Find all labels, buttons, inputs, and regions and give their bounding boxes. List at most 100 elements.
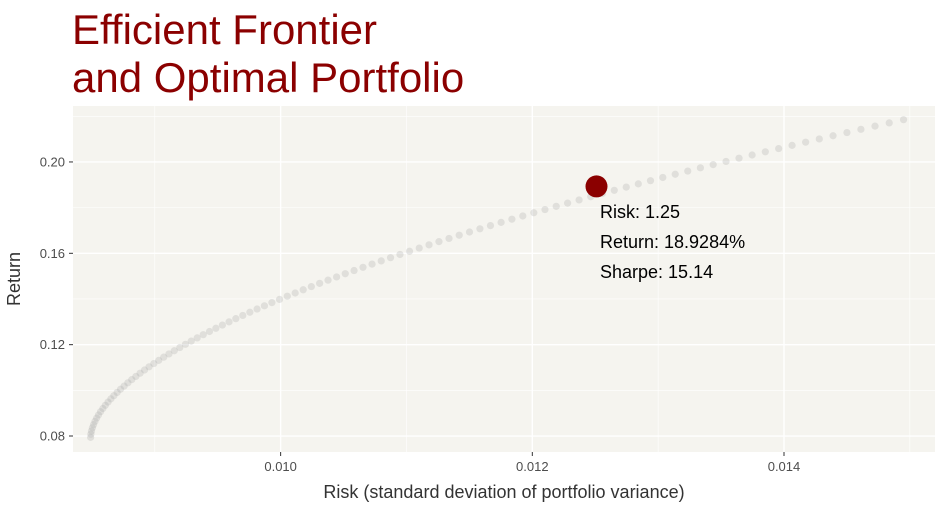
frontier-point: [99, 404, 107, 413]
frontier-point: [659, 173, 667, 182]
x-axis-ticks: 0.010 0.012 0.014: [264, 452, 800, 474]
frontier-point: [155, 356, 163, 364]
frontier-point: [253, 305, 261, 313]
frontier-point: [815, 135, 823, 143]
x-tick-label: 0.014: [768, 459, 801, 474]
frontier-point: [170, 347, 178, 355]
frontier-point: [96, 408, 105, 416]
frontier-point: [87, 430, 95, 438]
frontier-point: [696, 164, 705, 172]
frontier-point: [350, 266, 358, 275]
y-tick-label: 0.08: [40, 429, 65, 444]
frontier-point: [508, 215, 516, 223]
frontier-point: [91, 417, 99, 425]
frontier-point: [332, 273, 341, 281]
plot-panel: [73, 106, 935, 452]
frontier-point: [368, 260, 376, 268]
x-axis-title: Risk (standard deviation of portfolio va…: [323, 482, 684, 502]
frontier-point: [396, 250, 404, 259]
frontier-point: [802, 138, 810, 146]
frontier-point: [486, 221, 495, 230]
frontier-point: [541, 205, 549, 214]
frontier-point: [405, 247, 414, 255]
frontier-point: [275, 295, 284, 304]
optimal-portfolio-point: [585, 175, 608, 198]
frontier-point: [205, 327, 214, 336]
frontier-point: [94, 411, 103, 419]
y-tick-label: 0.12: [40, 337, 65, 352]
y-axis-title: Return: [4, 252, 24, 306]
frontier-point: [160, 353, 168, 361]
frontier-point: [124, 379, 132, 387]
frontier-point: [497, 218, 505, 226]
x-tick-label: 0.012: [516, 459, 549, 474]
frontier-point: [199, 331, 207, 339]
frontier-point: [193, 334, 201, 342]
frontier-point: [176, 343, 184, 352]
frontier-point: [735, 154, 743, 162]
frontier-point: [761, 148, 769, 156]
y-axis-ticks: 0.08 0.12 0.16 0.20: [40, 154, 73, 444]
frontier-point: [425, 241, 433, 249]
frontier-point: [232, 315, 240, 323]
frontier-point: [246, 308, 254, 316]
frontier-point: [132, 372, 140, 381]
frontier-point: [260, 302, 269, 310]
frontier-point: [136, 369, 144, 377]
frontier-point: [291, 289, 299, 297]
frontier-point: [622, 183, 630, 191]
frontier-point: [239, 311, 247, 320]
frontier-point: [722, 157, 730, 166]
frontier-point: [283, 292, 291, 300]
frontier-point: [465, 228, 474, 236]
frontier-point: [445, 234, 453, 243]
frontier-point: [299, 286, 307, 294]
frontier-point: [476, 225, 484, 233]
frontier-point: [871, 122, 879, 130]
frontier-point: [140, 366, 149, 374]
frontier-point: [829, 132, 837, 140]
frontier-point: [564, 199, 572, 207]
annotation-return: Return: 18.9284%: [600, 232, 745, 252]
frontier-point: [268, 299, 276, 307]
frontier-point: [748, 151, 756, 159]
frontier-point: [113, 388, 121, 397]
frontier-point: [575, 196, 583, 204]
frontier-point: [684, 167, 692, 175]
frontier-point: [646, 177, 655, 185]
frontier-point: [788, 141, 796, 149]
frontier-point: [634, 180, 642, 188]
frontier-point: [187, 337, 195, 345]
y-tick-label: 0.20: [40, 154, 65, 169]
frontier-point: [359, 263, 367, 271]
frontier-point: [101, 401, 109, 409]
chart-title-line-2: and Optimal Portfolio: [72, 54, 464, 101]
annotation-sharpe: Sharpe: 15.14: [600, 262, 713, 282]
frontier-point: [843, 128, 851, 137]
y-tick-label: 0.16: [40, 246, 65, 261]
chart-title-line-1: Efficient Frontier: [72, 6, 377, 53]
frontier-point: [386, 254, 395, 262]
frontier-point: [455, 231, 463, 239]
frontier-point: [899, 116, 908, 124]
frontier-point: [377, 257, 385, 265]
frontier-point: [552, 202, 560, 210]
frontier-point: [341, 270, 349, 278]
optimal-portfolio: [585, 175, 608, 198]
frontier-point: [88, 424, 97, 432]
frontier-point: [519, 212, 527, 220]
frontier-point: [530, 209, 538, 217]
frontier-point: [145, 363, 153, 371]
frontier-point: [93, 414, 101, 422]
frontier-point: [87, 433, 95, 441]
frontier-point: [709, 161, 717, 169]
frontier-point: [89, 420, 98, 429]
frontier-point: [316, 279, 324, 287]
frontier-point: [87, 427, 96, 435]
frontier-point: [225, 318, 233, 326]
frontier-point: [116, 385, 125, 393]
frontier-point: [107, 395, 115, 403]
frontier-point: [885, 119, 893, 127]
grid-lines: [73, 106, 935, 452]
frontier-point: [181, 340, 190, 348]
